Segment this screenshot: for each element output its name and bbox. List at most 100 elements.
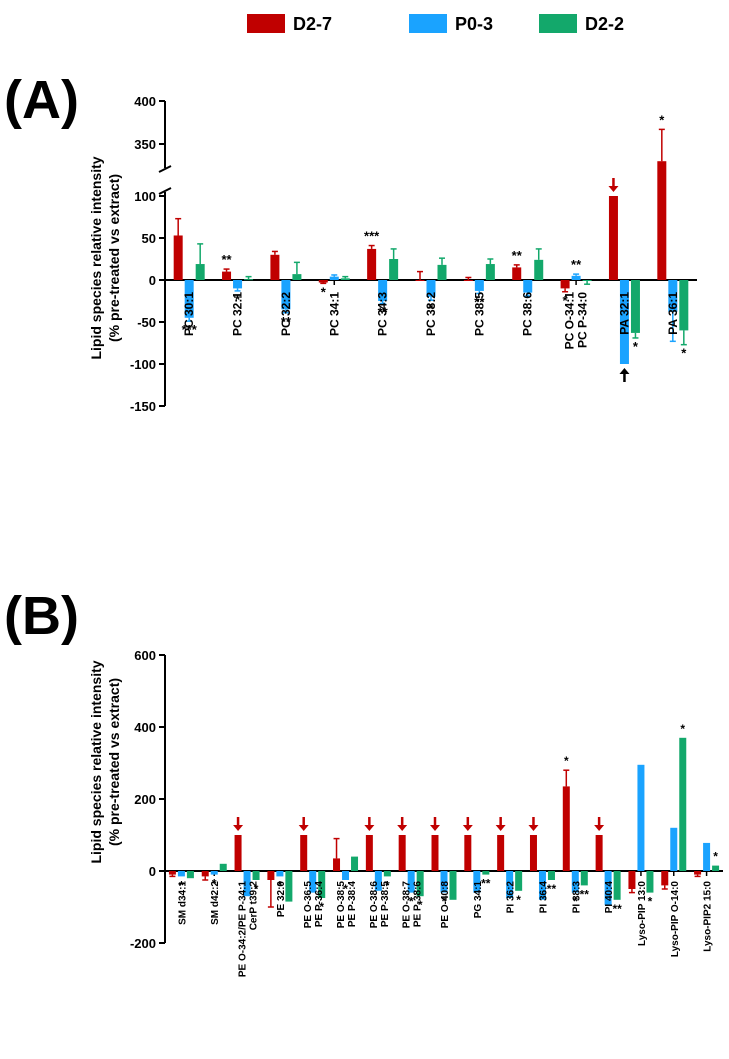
y-axis-label-a-line1: Lipid species relative intensity xyxy=(88,156,104,359)
significance-marker: * xyxy=(212,877,217,891)
y-tick-label: 400 xyxy=(134,94,156,109)
x-tick-label: PC 34:1 xyxy=(327,292,341,336)
x-tick-label: SM d42:2 xyxy=(210,881,221,925)
bar-P0-3-14 xyxy=(637,764,645,871)
significance-marker: * xyxy=(633,339,639,354)
bar-P0-3-10 xyxy=(668,280,678,312)
y-tick-label: -150 xyxy=(130,399,156,414)
significance-marker: * xyxy=(516,893,521,907)
y-tick-label: 0 xyxy=(149,273,156,288)
y-tick-label: -100 xyxy=(130,357,156,372)
axis-break-gap xyxy=(159,168,171,192)
arrow-head xyxy=(462,825,473,831)
bar-P0-3-1 xyxy=(233,280,243,289)
significance-marker: * xyxy=(409,895,414,909)
x-tick-label: Lyso-PIP 13:0 xyxy=(637,881,648,946)
x-tick-label: PC 38:5 xyxy=(472,292,486,336)
significance-marker: * xyxy=(428,301,434,316)
bar-P0-3-3 xyxy=(276,871,284,877)
bar-D2-7-9 xyxy=(464,835,472,871)
significance-marker: * xyxy=(319,900,324,914)
bar-P0-3-4 xyxy=(309,871,317,893)
bar-D2-7-6 xyxy=(365,835,373,871)
bar-D2-2-6 xyxy=(383,871,391,877)
y-tick-label: -50 xyxy=(137,315,156,330)
bar-D2-7-5 xyxy=(333,858,341,871)
significance-marker: ** xyxy=(481,877,491,891)
bar-D2-7-12 xyxy=(562,786,570,871)
bar-D2-2-12 xyxy=(580,871,588,886)
bar-D2-7-16 xyxy=(694,871,702,875)
bar-D2-7-5 xyxy=(415,280,425,281)
bar-D2-7-1 xyxy=(222,271,232,280)
bar-P0-3-3 xyxy=(329,276,339,280)
significance-marker: ** xyxy=(221,252,232,267)
bar-D2-7-13 xyxy=(595,835,603,871)
x-tick-label: PC 38:2 xyxy=(424,292,438,336)
bar-D2-2-9 xyxy=(482,871,490,875)
significance-marker: * xyxy=(563,293,569,308)
x-tick-label: PC 30:1 xyxy=(182,292,196,336)
x-tick-label: CerP t39:2 xyxy=(249,881,260,931)
legend-label-D2-2: D2-2 xyxy=(585,14,624,34)
arrow-head xyxy=(495,825,506,831)
x-tick-label: PG 34:1 xyxy=(473,881,484,919)
arrow-head xyxy=(594,825,605,831)
significance-marker: ** xyxy=(580,887,590,901)
x-tick-label: PE P-38:5 xyxy=(380,881,391,928)
bar-P0-3-8 xyxy=(440,871,448,893)
significance-marker: * xyxy=(713,850,718,864)
bar-D2-2-8 xyxy=(449,871,457,900)
significance-marker: ** xyxy=(474,294,485,309)
x-tick-label: PE P-38:4 xyxy=(347,881,358,928)
chart-a: -150 -100 -50 0 50 100 350 400 PC 30:1 PC 32:1 PC … xyxy=(130,94,697,414)
arrow-head xyxy=(608,186,619,192)
chart-b: -200 0 200 400 600 SM d34:1 SM d42:2 PE O-34:2/… xyxy=(130,648,723,977)
bar-D2-7-0 xyxy=(173,235,183,280)
bar-P0-3-10 xyxy=(506,871,514,898)
bar-D2-7-15 xyxy=(661,871,669,886)
bar-P0-3-5 xyxy=(426,280,436,297)
bar-D2-7-10 xyxy=(657,161,667,280)
y-tick-label: 100 xyxy=(134,189,156,204)
x-tick-label: PI 36:4 xyxy=(538,881,549,914)
bar-D2-2-9 xyxy=(630,280,640,333)
bar-D2-2-16 xyxy=(712,865,720,871)
significance-marker: * xyxy=(321,284,327,299)
x-tick-label: PC 32:2 xyxy=(279,292,293,336)
bar-P0-3-7 xyxy=(523,280,533,293)
x-tick-label: PC 38:6 xyxy=(521,292,535,336)
legend-label-P0-3: P0-3 xyxy=(455,14,493,34)
bar-D2-2-3 xyxy=(285,871,293,902)
x-tick-label: PA 32:1 xyxy=(617,292,631,335)
panel-label-a: (A) xyxy=(4,70,79,130)
bar-D2-2-2 xyxy=(252,871,260,880)
x-tick-label: PA 36:1 xyxy=(666,292,680,335)
bar-D2-7-8 xyxy=(560,280,570,289)
bar-P0-3-8 xyxy=(571,275,581,280)
bar-D2-2-0 xyxy=(195,264,205,280)
bar-D2-2-1 xyxy=(244,279,254,281)
bar-D2-2-15 xyxy=(679,737,687,871)
bar-D2-2-10 xyxy=(679,280,689,331)
x-tick-label: PE O-36:5 xyxy=(303,881,314,929)
significance-marker: ** xyxy=(512,248,523,263)
significance-marker: * xyxy=(278,878,283,892)
bar-P0-3-5 xyxy=(342,871,350,880)
significance-marker: ** xyxy=(547,882,557,896)
arrow-head xyxy=(528,825,539,831)
significance-marker: ** xyxy=(281,314,292,329)
bar-D2-7-2 xyxy=(270,254,280,280)
bar-P0-3-13 xyxy=(604,871,612,906)
bar-D2-7-3 xyxy=(318,280,328,283)
bar-D2-2-4 xyxy=(389,259,399,280)
panel-label-b: (B) xyxy=(4,586,79,646)
bar-D2-2-13 xyxy=(613,871,621,900)
bar-D2-2-5 xyxy=(437,264,447,280)
arrow-head xyxy=(233,825,244,831)
bar-D2-2-1 xyxy=(219,863,227,871)
x-tick-label: PC P-34:0 xyxy=(576,292,590,348)
significance-marker: ** xyxy=(378,305,389,320)
bar-P0-3-6 xyxy=(474,280,484,291)
